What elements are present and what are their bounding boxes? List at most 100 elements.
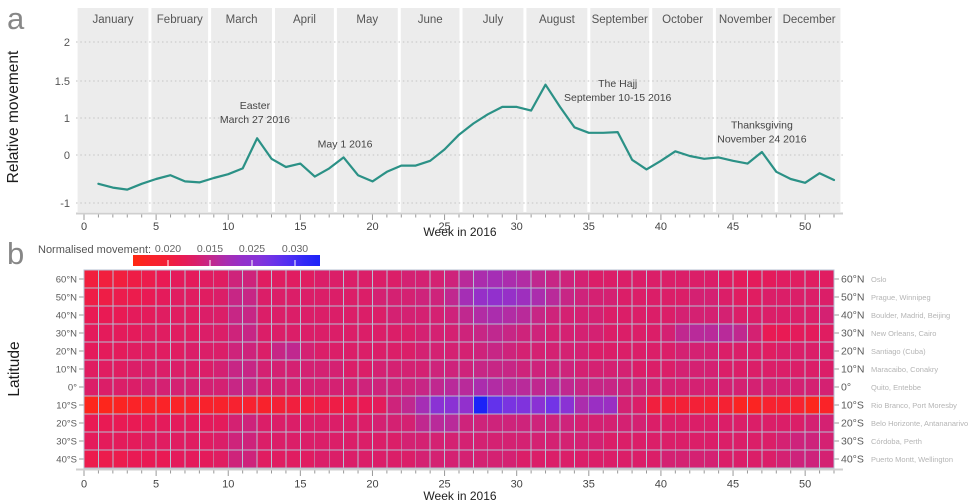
x-tick-label: 30 xyxy=(511,221,523,233)
city-label: Quito, Entebbe xyxy=(871,383,921,392)
y-tick-label: 2 xyxy=(64,37,70,49)
x-tick-label: 50 xyxy=(799,479,811,491)
month-label: June xyxy=(418,14,443,26)
latitude-label-right: 40°N xyxy=(841,310,864,322)
latitude-label-left: 40°N xyxy=(56,311,77,322)
legend-tick-label: 0.015 xyxy=(197,243,223,255)
latitude-label-right: 10°N xyxy=(841,364,864,376)
x-tick-label: 40 xyxy=(655,221,667,233)
month-label: February xyxy=(157,14,203,26)
latitude-label-right: 10°S xyxy=(841,400,864,412)
legend-tick-label: 0.020 xyxy=(155,243,181,255)
latitude-label-left: 30°N xyxy=(56,329,77,340)
latitude-label-left: 0° xyxy=(68,383,77,394)
city-label: Santiago (Cuba) xyxy=(871,347,926,356)
city-label: Puerto Montt, Wellington xyxy=(871,455,953,464)
x-tick-label: 10 xyxy=(222,479,234,491)
x-tick-label: 5 xyxy=(153,221,159,233)
x-tick-label: 15 xyxy=(294,221,306,233)
city-label: Maracaibo, Conakry xyxy=(871,365,938,374)
latitude-label-right: 20°S xyxy=(841,418,864,430)
y-tick-label: 1.5 xyxy=(55,76,70,88)
x-tick-label: 5 xyxy=(153,479,159,491)
y-tick-label: 1 xyxy=(64,113,70,125)
month-label: November xyxy=(719,14,772,26)
city-label: New Orleans, Cairo xyxy=(871,329,936,338)
city-label: Prague, Winnipeg xyxy=(871,293,931,302)
x-tick-label: 25 xyxy=(438,221,450,233)
heatmap-legend-title: Normalised movement: xyxy=(38,244,151,256)
line-chart-plot: January February March April May June July Augu… xyxy=(55,8,843,233)
x-tick-label: 45 xyxy=(727,479,739,491)
city-label: Rio Branco, Port Moresby xyxy=(871,401,957,410)
city-label: Córdoba, Perth xyxy=(871,437,922,446)
x-tick-label: 40 xyxy=(655,479,667,491)
x-tick-label: 10 xyxy=(222,221,234,233)
x-tick-label: 0 xyxy=(81,479,87,491)
event-annotation: The Hajj xyxy=(598,78,637,90)
legend-ticks: 0.020 0.015 0.025 0.030 xyxy=(155,243,308,266)
relative-movement-line-chart: January February March April May June July Augu… xyxy=(55,8,843,239)
latitude-label-right: 60°N xyxy=(841,274,864,286)
heatmap-x-axis: 0 5 10 15 20 25 30 35 40 45 50 xyxy=(76,468,843,491)
latitude-label-right: 0° xyxy=(841,382,851,394)
month-label: September xyxy=(592,14,648,26)
event-annotation: November 24 2016 xyxy=(717,133,806,145)
city-label: Boulder, Madrid, Beijing xyxy=(871,311,950,320)
legend-tick-label: 0.025 xyxy=(239,243,265,255)
y-tick-label: -1 xyxy=(60,198,70,210)
panel-b-label: b xyxy=(7,236,25,271)
latitude-label-left: 60°N xyxy=(56,275,77,286)
latitude-label-right: 30°N xyxy=(841,328,864,340)
x-tick-label: 50 xyxy=(799,221,811,233)
x-tick-label: 0 xyxy=(81,221,87,233)
x-tick-label: 35 xyxy=(583,221,595,233)
heatmap-colorbar xyxy=(133,255,320,266)
city-label: Oslo xyxy=(871,275,886,284)
x-tick-label: 25 xyxy=(438,479,450,491)
month-label: July xyxy=(483,14,504,26)
latitude-label-right: 40°S xyxy=(841,454,864,466)
latitude-label-right: 50°N xyxy=(841,292,864,304)
event-annotation: September 10-15 2016 xyxy=(564,92,672,104)
latitude-label-left: 40°S xyxy=(56,455,77,466)
latitude-labels: 60°N 60°N Oslo 50°N 50°N Prague, Winnipeg 40°N… xyxy=(56,274,968,466)
heatmap-cells xyxy=(83,269,835,469)
x-tick-label: 20 xyxy=(366,479,378,491)
month-label: April xyxy=(293,14,316,26)
month-label: March xyxy=(226,14,258,26)
normalised-movement-heatmap: Normalised movement: 0.020 0.015 0.025 0.03… xyxy=(38,243,968,503)
x-tick-label: 30 xyxy=(511,479,523,491)
event-annotation: May 1 2016 xyxy=(318,139,373,151)
legend-tick-label: 0.030 xyxy=(282,243,308,255)
event-annotation: Thanksgiving xyxy=(731,119,793,131)
panel-a-label: a xyxy=(7,1,25,36)
panel-b-x-axis-title: Week in 2016 xyxy=(423,489,496,503)
month-label: January xyxy=(93,14,134,26)
month-label: May xyxy=(356,14,378,26)
latitude-label-left: 20°N xyxy=(56,347,77,358)
month-label: December xyxy=(783,14,836,26)
month-label: October xyxy=(662,14,703,26)
latitude-label-left: 50°N xyxy=(56,293,77,304)
panel-a-x-axis-title: Week in 2016 xyxy=(423,225,496,239)
x-tick-label: 35 xyxy=(583,479,595,491)
latitude-label-left: 30°S xyxy=(56,437,77,448)
latitude-label-right: 20°N xyxy=(841,346,864,358)
latitude-label-left: 20°S xyxy=(56,419,77,430)
y-tick-label: 0 xyxy=(64,150,70,162)
latitude-label-right: 30°S xyxy=(841,436,864,448)
y-gridlines: 2 1.5 1 0 -1 xyxy=(55,37,843,210)
event-annotation: March 27 2016 xyxy=(220,114,290,126)
x-tick-label: 45 xyxy=(727,221,739,233)
latitude-label-left: 10°N xyxy=(56,365,77,376)
month-label: August xyxy=(539,14,576,26)
x-axis: 0 5 10 15 20 25 30 35 40 45 50 xyxy=(76,212,843,233)
relative-movement-line xyxy=(97,83,836,191)
x-tick-label: 20 xyxy=(366,221,378,233)
latitude-label-left: 10°S xyxy=(56,401,77,412)
city-label: Belo Horizonte, Antananarivo xyxy=(871,419,968,428)
annotations: Easter March 27 2016 May 1 2016 The Hajj Sep… xyxy=(220,78,807,151)
